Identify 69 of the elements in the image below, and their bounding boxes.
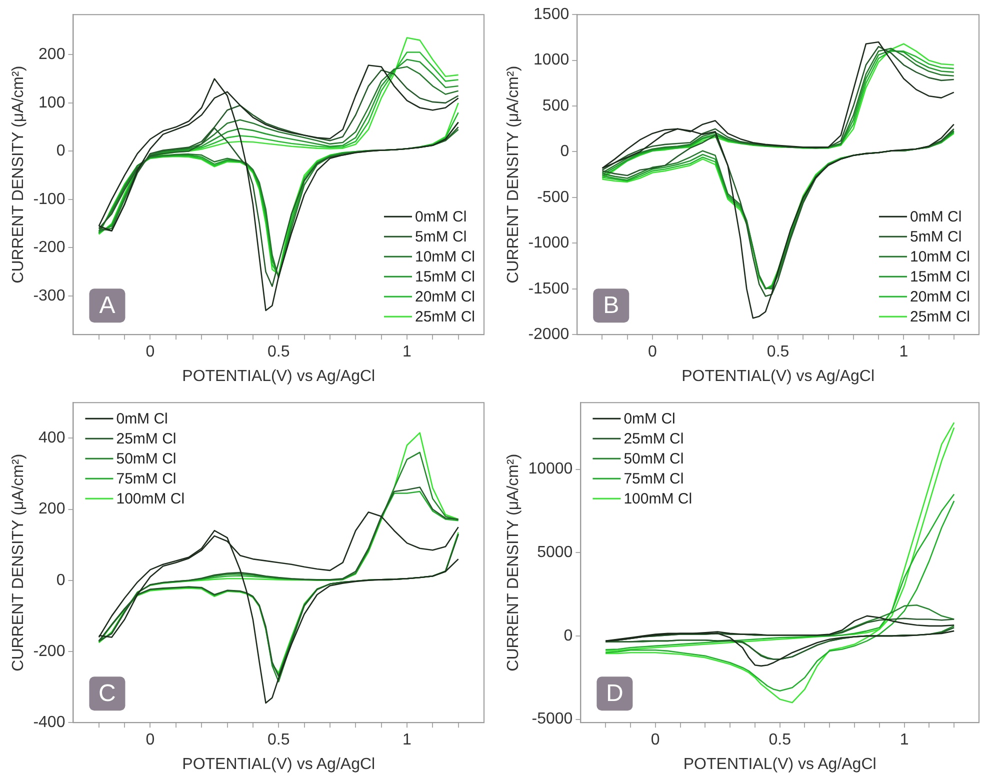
legend-label: 0mM Cl xyxy=(116,410,168,428)
annotation: B xyxy=(603,292,620,320)
y-axis-title: CURRENT DENSITY (μA/cm²) xyxy=(505,66,522,284)
x-tick-label: 0 xyxy=(146,732,155,749)
legend-label: 0mM Cl xyxy=(910,208,962,226)
y-tick-label: 500 xyxy=(542,97,570,114)
annotation: A xyxy=(99,292,116,320)
y-tick-label: -200 xyxy=(33,239,66,256)
x-tick-label: 1 xyxy=(900,732,909,749)
y-tick-label: 0 xyxy=(564,627,573,644)
x-axis-title: POTENTIAL(V) vs Ag/AgCl xyxy=(682,368,875,385)
legend-label: 25mM Cl xyxy=(624,430,684,448)
x-tick-label: 0.5 xyxy=(267,344,290,361)
y-tick-label: 0 xyxy=(56,572,66,589)
y-tick-label: -200 xyxy=(33,642,66,660)
legend-label: 25mM Cl xyxy=(414,308,476,326)
legend-label: 0mM Cl xyxy=(414,208,467,226)
y-tick-label: -2000 xyxy=(528,326,570,344)
x-tick-label: 1 xyxy=(899,344,908,361)
x-axis-title: POTENTIAL(V) vs Ag/AgCl xyxy=(182,756,376,773)
legend-label: 5mM Cl xyxy=(414,228,467,246)
legend-label: 0mM Cl xyxy=(624,410,676,428)
x-tick-label: 0 xyxy=(146,344,155,361)
legend-label: 50mM Cl xyxy=(116,450,176,468)
legend-label: 10mM Cl xyxy=(910,248,970,266)
x-tick-label: 0 xyxy=(648,344,658,361)
x-tick-label: 1 xyxy=(402,344,412,361)
x-tick-label: 0.5 xyxy=(768,732,792,749)
y-axis-title: CURRENT DENSITY (μA/cm²) xyxy=(505,454,522,672)
legend-label: 100mM Cl xyxy=(116,490,185,508)
y-tick-label: 1500 xyxy=(534,6,570,24)
y-axis-title: CURRENT DENSITY (μA/cm²) xyxy=(10,454,28,672)
x-tick-label: 0.5 xyxy=(766,344,790,361)
y-tick-label: 10000 xyxy=(528,460,573,478)
legend-label: 50mM Cl xyxy=(624,450,684,468)
legend-label: 25mM Cl xyxy=(910,308,970,326)
x-tick-label: 1 xyxy=(402,732,412,749)
legend-label: 5mM Cl xyxy=(910,228,962,246)
legend-label: 15mM Cl xyxy=(910,268,970,286)
legend-label: 15mM Cl xyxy=(414,268,476,286)
legend-label: 10mM Cl xyxy=(414,248,476,266)
y-tick-label: 0 xyxy=(560,143,570,160)
y-tick-label: 5000 xyxy=(537,544,573,562)
y-tick-label: 1000 xyxy=(534,52,570,69)
annotation: C xyxy=(98,680,116,708)
y-tick-label: -1500 xyxy=(528,280,570,298)
x-axis-title: POTENTIAL(V) vs Ag/AgCl xyxy=(683,756,876,773)
legend-label: 20mM Cl xyxy=(414,288,476,306)
legend-label: 25mM Cl xyxy=(116,430,176,448)
y-tick-label: -100 xyxy=(33,190,66,208)
legend-label: 100mM Cl xyxy=(624,490,692,508)
y-tick-label: 200 xyxy=(38,46,66,64)
x-tick-label: 0.5 xyxy=(267,732,290,749)
y-tick-label: -1000 xyxy=(528,234,570,252)
legend-label: 20mM Cl xyxy=(910,288,970,306)
x-tick-label: 0 xyxy=(650,732,660,749)
y-tick-label: -300 xyxy=(33,287,66,304)
y-tick-label: -400 xyxy=(33,714,66,732)
legend-label: 75mM Cl xyxy=(624,470,684,488)
y-tick-label: -5000 xyxy=(532,710,573,728)
legend-label: 75mM Cl xyxy=(116,470,176,488)
y-tick-label: 200 xyxy=(38,500,66,518)
annotation: D xyxy=(606,680,624,708)
y-tick-label: 400 xyxy=(38,430,66,447)
x-axis-title: POTENTIAL(V) vs Ag/AgCl xyxy=(182,368,376,385)
y-tick-label: 100 xyxy=(38,94,66,112)
y-tick-label: -500 xyxy=(537,188,570,206)
y-axis-title: CURRENT DENSITY (μA/cm²) xyxy=(10,66,28,284)
y-tick-label: 0 xyxy=(56,142,66,160)
